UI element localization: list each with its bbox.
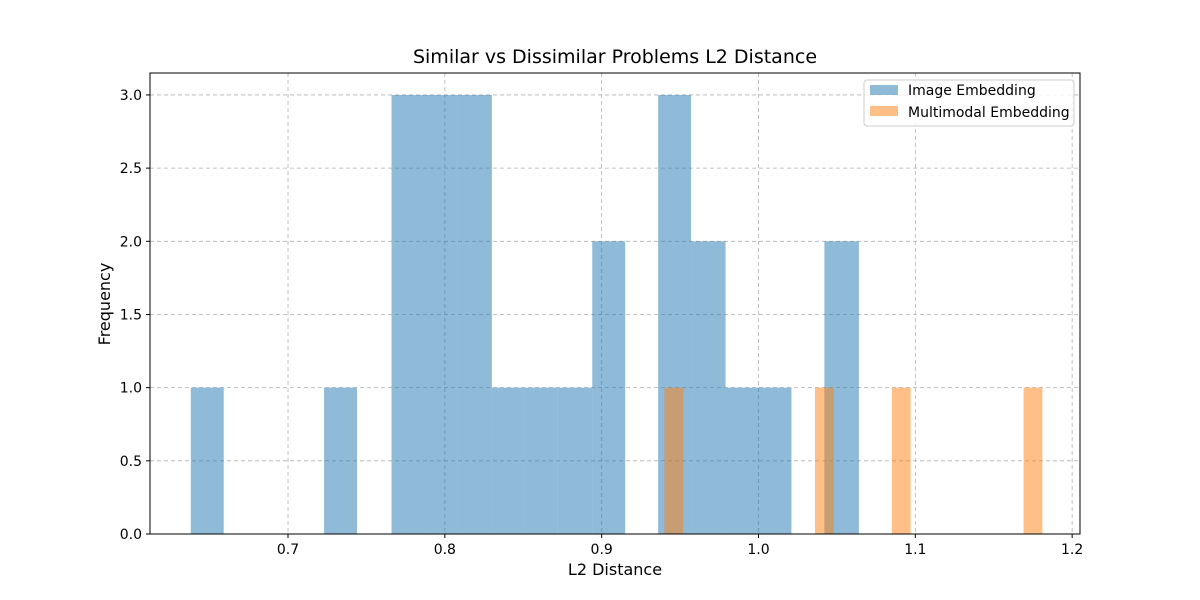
axis-ticks: 0.7 0.8 0.9 1.0 1.1 1.2 0.0 0.5 1.0 1.5 2.0 2.5 3.0 bbox=[120, 88, 1084, 558]
histogram-bar bbox=[557, 387, 593, 534]
histogram-bar bbox=[457, 94, 492, 534]
legend-label-image-embedding: Image Embedding bbox=[908, 83, 1036, 99]
x-axis-label: L2 Distance bbox=[568, 560, 662, 579]
legend-box bbox=[863, 79, 1075, 127]
histogram-bar bbox=[691, 241, 726, 535]
histogram-bar bbox=[891, 387, 911, 534]
legend-swatch-image-embedding bbox=[870, 85, 898, 95]
histogram-bar bbox=[424, 94, 458, 534]
x-tick-label: 0.9 bbox=[591, 542, 613, 558]
legend-label-multimodal-embedding: Multimodal Embedding bbox=[908, 105, 1070, 121]
x-tick-label: 0.8 bbox=[434, 542, 456, 558]
legend: Image Embedding Multimodal Embedding bbox=[863, 79, 1075, 127]
bars bbox=[190, 94, 1043, 535]
y-tick-label: 1.5 bbox=[120, 307, 142, 323]
y-tick-label: 3.0 bbox=[120, 88, 142, 104]
histogram-bar bbox=[664, 387, 684, 534]
histogram-bar bbox=[758, 387, 792, 534]
histogram-bar bbox=[814, 387, 834, 534]
y-tick-label: 1.0 bbox=[120, 381, 142, 397]
y-tick-label: 0.0 bbox=[120, 527, 142, 543]
histogram-bar bbox=[324, 387, 358, 534]
plot-frame bbox=[149, 72, 1081, 535]
histogram-bar bbox=[1023, 387, 1043, 534]
x-tick-label: 1.0 bbox=[747, 542, 769, 558]
legend-swatch-multimodal-embedding bbox=[870, 106, 898, 116]
histogram-bar bbox=[725, 387, 759, 534]
histogram-bar bbox=[391, 94, 425, 534]
y-tick-label: 2.5 bbox=[120, 161, 142, 177]
histogram-bar bbox=[190, 387, 224, 534]
y-tick-label: 0.5 bbox=[120, 454, 142, 470]
histogram-bar bbox=[491, 387, 525, 534]
y-axis-label: Frequency bbox=[95, 263, 114, 346]
chart-title: Similar vs Dissimilar Problems L2 Distan… bbox=[413, 46, 817, 68]
y-tick-label: 2.0 bbox=[120, 234, 142, 250]
x-tick-label: 1.2 bbox=[1061, 542, 1083, 558]
histogram-bar bbox=[524, 387, 558, 534]
histogram-bar bbox=[592, 241, 626, 535]
x-tick-label: 0.7 bbox=[277, 542, 299, 558]
x-tick-label: 1.1 bbox=[904, 542, 926, 558]
